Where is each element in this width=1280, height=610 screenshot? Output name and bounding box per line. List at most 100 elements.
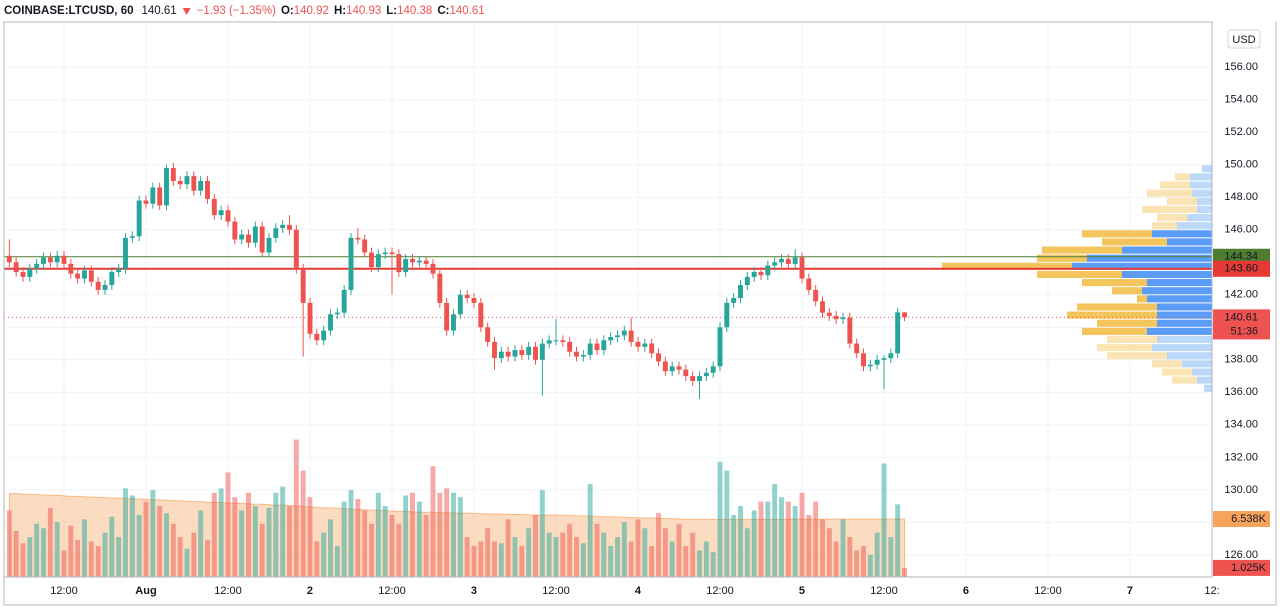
candle-body: [601, 340, 607, 351]
candle-body: [150, 187, 156, 204]
candle-body: [27, 268, 33, 277]
candle-body: [300, 268, 306, 303]
volume-bar: [41, 528, 46, 577]
x-tick-label: 12:00: [542, 585, 570, 597]
volume-bar: [587, 483, 593, 577]
volume-bar: [785, 501, 791, 577]
candle-body: [403, 259, 409, 273]
candle-body: [444, 302, 450, 331]
candle-body: [902, 312, 907, 318]
candle-body: [492, 341, 497, 359]
high-value: 140.93: [346, 5, 381, 17]
volume-bar: [697, 550, 702, 577]
profile-up: [1167, 352, 1212, 360]
profile-down: [1175, 173, 1190, 181]
volume-bar: [471, 545, 477, 577]
candle-body: [649, 343, 655, 354]
profile-down: [1097, 319, 1157, 327]
volume-bar: [246, 492, 251, 577]
profile-down: [1107, 352, 1167, 360]
candle-body: [75, 273, 81, 279]
candle-body: [471, 298, 477, 303]
candle-body: [683, 369, 689, 377]
high-label: H:: [334, 5, 346, 17]
volume-bar: [820, 519, 825, 577]
volume-bar: [68, 525, 74, 577]
last-price: 140.61: [142, 5, 177, 17]
volume-bar: [717, 461, 723, 577]
volume-bar: [61, 550, 67, 577]
volume-bar: [20, 543, 26, 577]
candle-body: [157, 187, 163, 206]
volume-bar: [867, 554, 873, 577]
volume-bar: [758, 501, 764, 577]
volume-profile: [942, 165, 1212, 392]
profile-down: [1142, 205, 1197, 214]
candle-body: [826, 312, 832, 316]
candle-body: [280, 224, 286, 229]
profile-down: [1097, 344, 1152, 352]
volume-bar: [656, 513, 661, 577]
volume-pane: [6, 439, 907, 578]
volume-bar: [895, 504, 901, 577]
candle-body: [47, 257, 53, 263]
volume-bar: [642, 528, 648, 577]
profile-down: [1112, 287, 1142, 295]
profile-down: [942, 262, 1072, 270]
volume-label: 1.025K: [1231, 562, 1267, 574]
volume-bar: [888, 537, 894, 577]
profile-down: [1037, 254, 1087, 262]
candle-body: [861, 353, 866, 367]
volume-bar: [512, 537, 518, 577]
profile-down: [1137, 295, 1147, 303]
candle-body: [416, 260, 422, 263]
candle-body: [41, 257, 46, 264]
volume-bar: [751, 510, 757, 577]
candle-body: [580, 354, 586, 357]
volume-bar: [129, 495, 135, 577]
currency-button[interactable]: USD: [1227, 29, 1261, 49]
candle-body: [170, 167, 176, 181]
volume-bar: [54, 522, 60, 577]
open-value: 140.92: [294, 5, 329, 17]
candle-body: [437, 273, 443, 303]
candle-body: [621, 330, 627, 336]
volume-bar: [833, 541, 839, 577]
close-value: 140.61: [449, 5, 484, 17]
y-tick-label: 126.00: [1224, 549, 1258, 561]
candle-body: [751, 272, 757, 277]
volume-badge: [1213, 511, 1270, 528]
candle-body: [526, 346, 532, 355]
volume-bar: [423, 514, 429, 577]
volume-bar: [164, 513, 169, 577]
profile-up: [1190, 181, 1212, 189]
profile-up: [1152, 230, 1212, 238]
candle-body: [362, 239, 368, 253]
candle-body: [594, 343, 600, 351]
profile-down: [1037, 270, 1122, 279]
candle-body: [656, 353, 661, 362]
profile-down: [1067, 311, 1157, 319]
volume-bar: [533, 514, 538, 577]
volume-bar: [252, 506, 258, 577]
current-price-badge: [1213, 309, 1270, 340]
profile-up: [1187, 214, 1212, 222]
volume-bar: [396, 523, 402, 577]
header: COINBASE:LTCUSD, 60 140.61 −1.93 (−1.35%) O…: [4, 5, 485, 17]
candle-body: [731, 298, 737, 303]
candle-body: [457, 294, 463, 315]
y-tick-label: 130.00: [1224, 484, 1258, 496]
volume-bar: [95, 545, 101, 577]
currency-button-box[interactable]: [1227, 29, 1261, 49]
profile-up: [1157, 303, 1212, 311]
currency-label[interactable]: USD: [1232, 34, 1255, 46]
profile-up: [1147, 327, 1212, 335]
candle-body: [792, 257, 798, 264]
candle-body: [847, 317, 853, 344]
low-label: L:: [386, 5, 397, 17]
volume-bar: [259, 523, 265, 577]
close-label: C:: [437, 5, 449, 17]
volume-bar: [143, 501, 149, 577]
candle-body: [813, 289, 819, 302]
candle-body: [259, 226, 265, 253]
